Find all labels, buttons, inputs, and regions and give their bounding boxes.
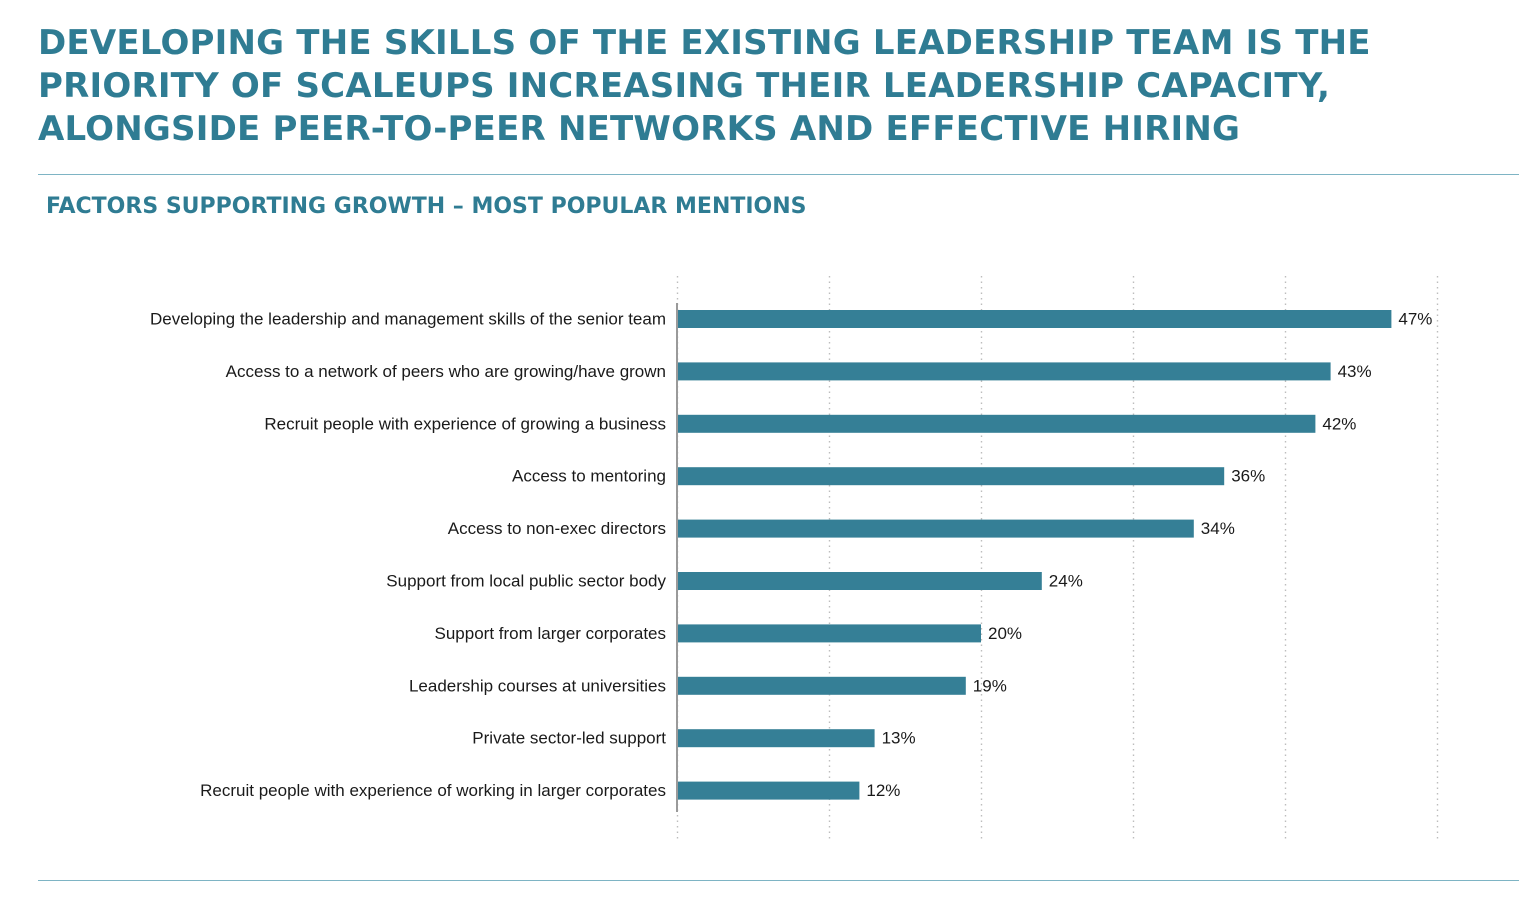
- bar: [677, 781, 860, 800]
- category-label: Access to mentoring: [512, 467, 666, 486]
- bar: [677, 414, 1316, 433]
- bar: [677, 467, 1225, 486]
- category-labels: Developing the leadership and management…: [150, 310, 666, 801]
- value-label: 12%: [866, 781, 900, 800]
- bar: [677, 676, 966, 695]
- category-label: Recruit people with experience of growin…: [264, 414, 666, 433]
- value-label: 47%: [1398, 310, 1432, 329]
- value-label: 42%: [1322, 414, 1356, 433]
- category-label: Private sector-led support: [472, 729, 666, 748]
- category-label: Support from local public sector body: [386, 572, 666, 591]
- value-label: 43%: [1338, 362, 1372, 381]
- bar: [677, 729, 875, 748]
- category-label: Access to a network of peers who are gro…: [226, 362, 666, 381]
- category-label: Support from larger corporates: [435, 624, 667, 643]
- value-label: 24%: [1049, 572, 1083, 591]
- bar: [677, 362, 1331, 381]
- value-label: 20%: [988, 624, 1022, 643]
- category-label: Leadership courses at universities: [409, 676, 666, 695]
- bar: [677, 572, 1042, 590]
- value-labels: 47% 43% 42% 36% 34% 24% 20% 19% 13% 12%: [866, 310, 1432, 801]
- category-label: Developing the leadership and management…: [150, 310, 666, 329]
- bottom-divider: [38, 880, 1519, 881]
- bar: [677, 310, 1392, 328]
- bars: [677, 310, 1392, 800]
- top-divider: [38, 174, 1519, 175]
- category-label: Access to non-exec directors: [448, 519, 666, 538]
- bar: [677, 519, 1194, 538]
- headline: DEVELOPING THE SKILLS OF THE EXISTING LE…: [38, 23, 1371, 149]
- bar: [677, 624, 981, 643]
- value-label: 34%: [1201, 519, 1235, 538]
- value-label: 13%: [882, 729, 916, 748]
- gridlines: [676, 276, 1439, 840]
- value-label: 19%: [973, 676, 1007, 695]
- chart-title: FACTORS SUPPORTING GROWTH – MOST POPULAR…: [46, 194, 807, 219]
- value-label: 36%: [1231, 467, 1265, 486]
- category-label: Recruit people with experience of workin…: [200, 781, 666, 800]
